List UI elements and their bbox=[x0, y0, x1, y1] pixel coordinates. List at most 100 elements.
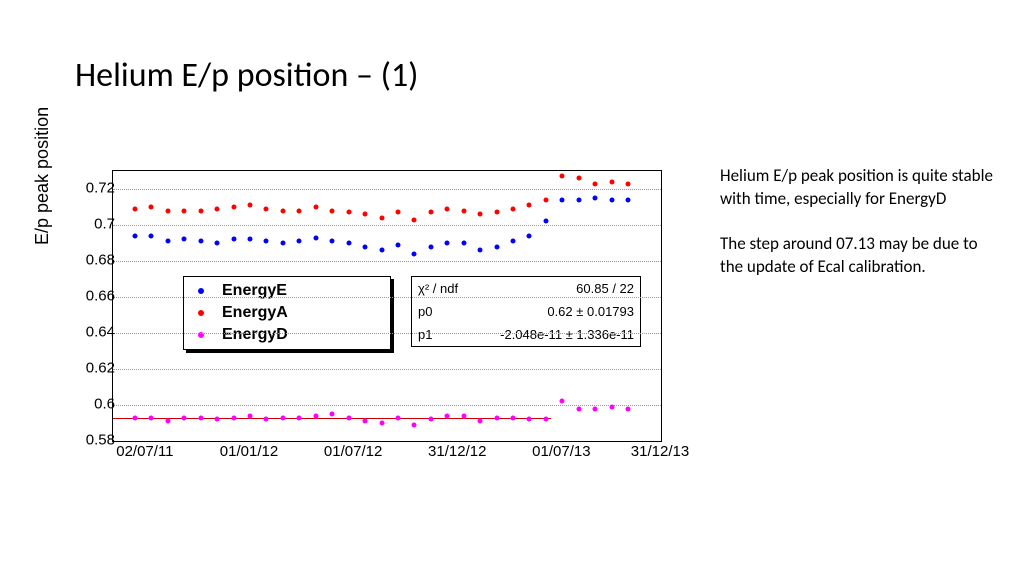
data-point-energye bbox=[511, 239, 516, 244]
fit-stat-name: p1 bbox=[418, 327, 432, 342]
data-point-energya bbox=[412, 217, 417, 222]
data-point-energya bbox=[313, 205, 318, 210]
x-tick-label: 01/07/12 bbox=[324, 443, 382, 460]
data-point-energye bbox=[198, 239, 203, 244]
data-point-energyd bbox=[280, 415, 285, 420]
data-point-energya bbox=[527, 203, 532, 208]
y-tick-label: 0.7 bbox=[75, 216, 115, 233]
legend-label: EnergyD bbox=[222, 326, 288, 344]
y-tick-label: 0.72 bbox=[75, 180, 115, 197]
data-point-energyd bbox=[231, 415, 236, 420]
x-tick-label: 02/07/11 bbox=[116, 443, 173, 460]
data-point-energyd bbox=[215, 417, 220, 422]
data-point-energye bbox=[445, 241, 450, 246]
data-point-energya bbox=[297, 208, 302, 213]
data-point-energya bbox=[346, 210, 351, 215]
data-point-energya bbox=[395, 210, 400, 215]
data-point-energye bbox=[248, 237, 253, 242]
data-point-energyd bbox=[461, 413, 466, 418]
data-point-energyd bbox=[330, 412, 335, 417]
data-point-energye bbox=[543, 219, 548, 224]
data-point-energya bbox=[593, 181, 598, 186]
data-point-energya bbox=[560, 174, 565, 179]
data-point-energye bbox=[182, 237, 187, 242]
data-point-energye bbox=[560, 197, 565, 202]
commentary-p2: The step around 07.13 may be due to the … bbox=[720, 233, 1000, 279]
data-point-energya bbox=[198, 208, 203, 213]
data-point-energyd bbox=[576, 406, 581, 411]
legend-label: EnergyA bbox=[222, 304, 288, 322]
x-tick-label: 31/12/13 bbox=[631, 443, 689, 460]
data-point-energyd bbox=[297, 415, 302, 420]
data-point-energye bbox=[231, 237, 236, 242]
data-point-energye bbox=[395, 242, 400, 247]
data-point-energye bbox=[297, 239, 302, 244]
data-point-energya bbox=[280, 208, 285, 213]
data-point-energyd bbox=[182, 415, 187, 420]
y-tick-label: 0.68 bbox=[75, 252, 115, 269]
data-point-energyd bbox=[412, 422, 417, 427]
data-point-energyd bbox=[346, 415, 351, 420]
data-point-energya bbox=[445, 206, 450, 211]
data-point-energye bbox=[412, 251, 417, 256]
gridline bbox=[113, 189, 661, 190]
data-point-energye bbox=[478, 248, 483, 253]
data-point-energya bbox=[363, 212, 368, 217]
fit-stat-name: χ² / ndf bbox=[418, 281, 458, 296]
data-point-energye bbox=[576, 197, 581, 202]
legend-box: EnergyE EnergyA EnergyD bbox=[183, 276, 391, 350]
data-point-energya bbox=[215, 206, 220, 211]
data-point-energye bbox=[527, 233, 532, 238]
data-point-energya bbox=[330, 208, 335, 213]
data-point-energyd bbox=[248, 413, 253, 418]
data-point-energyd bbox=[428, 417, 433, 422]
data-point-energya bbox=[543, 197, 548, 202]
data-point-energya bbox=[511, 206, 516, 211]
data-point-energyd bbox=[445, 413, 450, 418]
y-tick-label: 0.58 bbox=[75, 432, 115, 449]
gridline bbox=[113, 369, 661, 370]
fit-stat-value: 60.85 / 22 bbox=[576, 281, 634, 296]
fit-stat-value: 0.62 ± 0.01793 bbox=[547, 304, 634, 319]
data-point-energya bbox=[576, 176, 581, 181]
data-point-energye bbox=[264, 239, 269, 244]
data-point-energyd bbox=[543, 417, 548, 422]
data-point-energya bbox=[248, 203, 253, 208]
commentary-p1: Helium E/p peak position is quite stable… bbox=[720, 165, 1000, 211]
data-point-energyd bbox=[363, 419, 368, 424]
data-point-energye bbox=[313, 235, 318, 240]
data-point-energye bbox=[215, 241, 220, 246]
legend-row: EnergyA bbox=[192, 302, 382, 324]
gridline bbox=[113, 225, 661, 226]
data-point-energyd bbox=[478, 419, 483, 424]
data-point-energyd bbox=[313, 413, 318, 418]
data-point-energye bbox=[494, 244, 499, 249]
data-point-energye bbox=[132, 233, 137, 238]
data-point-energye bbox=[461, 241, 466, 246]
data-point-energyd bbox=[198, 415, 203, 420]
fit-stat-name: p0 bbox=[418, 304, 432, 319]
data-point-energya bbox=[626, 181, 631, 186]
data-point-energyd bbox=[527, 417, 532, 422]
chart-container: E/p peak position EnergyEEnergyAEnergyD … bbox=[50, 165, 670, 485]
commentary-text: Helium E/p peak position is quite stable… bbox=[720, 165, 1000, 301]
gridline bbox=[113, 297, 661, 298]
gridline bbox=[113, 261, 661, 262]
data-point-energyd bbox=[494, 415, 499, 420]
legend-row: EnergyE bbox=[192, 280, 382, 302]
data-point-energya bbox=[182, 208, 187, 213]
data-point-energyd bbox=[149, 415, 154, 420]
data-point-energye bbox=[379, 248, 384, 253]
legend-row: EnergyD bbox=[192, 324, 382, 346]
data-point-energyd bbox=[132, 415, 137, 420]
fit-stat-row: p1-2.048e-11 ± 1.336e-11 bbox=[412, 323, 640, 346]
data-point-energyd bbox=[560, 399, 565, 404]
data-point-energye bbox=[609, 197, 614, 202]
x-tick-label: 01/01/12 bbox=[220, 443, 278, 460]
data-point-energyd bbox=[264, 417, 269, 422]
data-point-energya bbox=[132, 206, 137, 211]
data-point-energya bbox=[264, 206, 269, 211]
y-tick-label: 0.6 bbox=[75, 396, 115, 413]
data-point-energya bbox=[231, 205, 236, 210]
data-point-energye bbox=[346, 241, 351, 246]
